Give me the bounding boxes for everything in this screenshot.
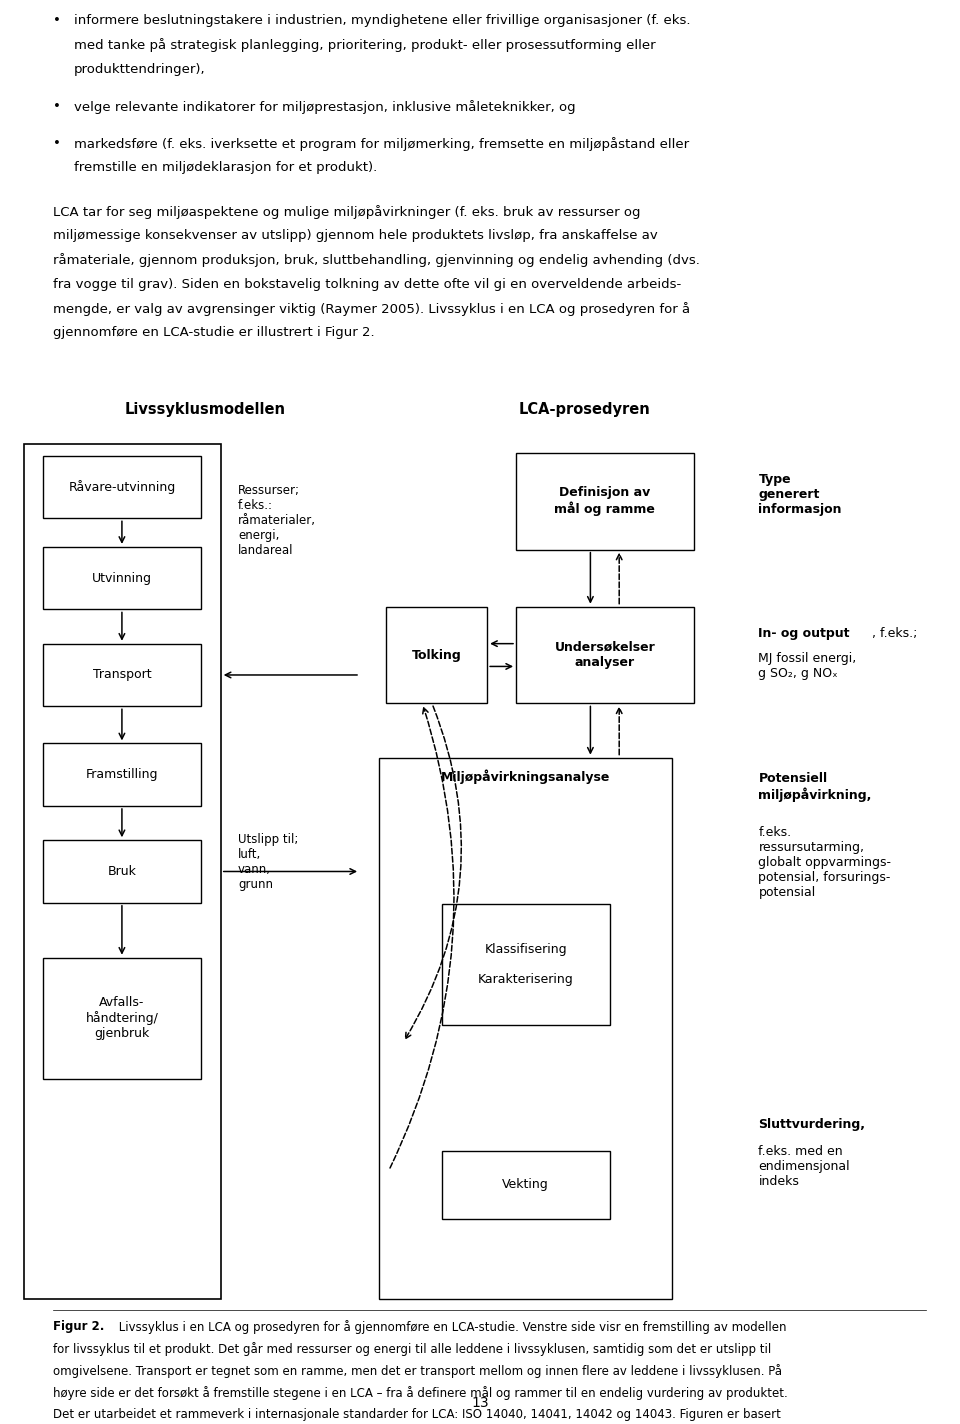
Text: Tolking: Tolking <box>412 648 462 662</box>
Text: Vekting: Vekting <box>502 1178 549 1192</box>
Text: Avfalls-
håndtering/
gjenbruk: Avfalls- håndtering/ gjenbruk <box>85 995 158 1041</box>
Text: •: • <box>53 14 60 27</box>
Text: markedsføre (f. eks. iverksette et program for miljømerking, fremsette en miljøp: markedsføre (f. eks. iverksette et progr… <box>74 137 689 151</box>
Text: Klassifisering

Karakterisering: Klassifisering Karakterisering <box>478 943 573 985</box>
Bar <box>386 607 488 703</box>
Text: •: • <box>53 100 60 112</box>
Text: f.eks.
ressursutarming,
globalt oppvarmings-
potensial, forsurings-
potensial: f.eks. ressursutarming, globalt oppvarmi… <box>758 826 892 899</box>
Text: , f.eks.;: , f.eks.; <box>872 627 917 639</box>
Text: Figur 2.: Figur 2. <box>53 1320 105 1333</box>
Bar <box>442 1151 610 1219</box>
Bar <box>42 644 202 706</box>
Text: for livssyklus til et produkt. Det går med ressurser og energi til alle leddene : for livssyklus til et produkt. Det går m… <box>53 1341 771 1356</box>
Bar <box>516 607 693 703</box>
Text: fra vogge til grav). Siden en bokstavelig tolkning av dette ofte vil gi en overv: fra vogge til grav). Siden en bokstaveli… <box>53 278 681 290</box>
Text: MJ fossil energi,
g SO₂, g NOₓ: MJ fossil energi, g SO₂, g NOₓ <box>758 652 856 681</box>
Bar <box>42 456 202 518</box>
Text: 13: 13 <box>471 1396 489 1410</box>
Text: gjennomføre en LCA-studie er illustrert i Figur 2.: gjennomføre en LCA-studie er illustrert … <box>53 326 374 339</box>
Text: Bruk: Bruk <box>108 864 136 879</box>
Text: omgivelsene. Transport er tegnet som en ramme, men det er transport mellom og in: omgivelsene. Transport er tegnet som en … <box>53 1364 781 1378</box>
Text: Undersøkelser
analyser: Undersøkelser analyser <box>555 641 655 669</box>
Text: Potensiell
miljøpåvirkning,: Potensiell miljøpåvirkning, <box>758 772 872 802</box>
Text: Miljøpåvirkningsanalyse: Miljøpåvirkningsanalyse <box>441 769 611 783</box>
Text: Livssyklus i en LCA og prosedyren for å gjennomføre en LCA-studie. Venstre side : Livssyklus i en LCA og prosedyren for å … <box>115 1320 786 1334</box>
Text: LCA tar for seg miljøaspektene og mulige miljøpåvirkninger (f. eks. bruk av ress: LCA tar for seg miljøaspektene og mulige… <box>53 205 640 219</box>
Text: f.eks. med en
endimensjonal
indeks: f.eks. med en endimensjonal indeks <box>758 1145 850 1188</box>
Text: velge relevante indikatorer for miljøprestasjon, inklusive måleteknikker, og: velge relevante indikatorer for miljøpre… <box>74 100 576 114</box>
Text: Definisjon av
mål og ramme: Definisjon av mål og ramme <box>554 487 656 515</box>
Text: In- og output: In- og output <box>758 627 850 639</box>
Text: produkttendringer),: produkttendringer), <box>74 63 205 75</box>
Bar <box>42 547 202 609</box>
Text: Utvinning: Utvinning <box>92 571 152 585</box>
Text: råmateriale, gjennom produksjon, bruk, sluttbehandling, gjenvinning og endelig a: råmateriale, gjennom produksjon, bruk, s… <box>53 253 700 268</box>
Text: med tanke på strategisk planlegging, prioritering, produkt- eller prosessutformi: med tanke på strategisk planlegging, pri… <box>74 38 656 53</box>
Text: høyre side er det forsøkt å fremstille stegene i en LCA – fra å definere mål og : høyre side er det forsøkt å fremstille s… <box>53 1387 787 1400</box>
Bar <box>42 743 202 806</box>
Text: miljømessige konsekvenser av utslipp) gjennom hele produktets livsløp, fra anska: miljømessige konsekvenser av utslipp) gj… <box>53 229 658 242</box>
Bar <box>379 758 672 1299</box>
Text: Råvare-utvinning: Råvare-utvinning <box>68 480 176 494</box>
Text: Framstilling: Framstilling <box>85 768 158 782</box>
Text: Livssyklusmodellen: Livssyklusmodellen <box>125 402 286 417</box>
Text: Transport: Transport <box>92 668 152 682</box>
Bar <box>42 840 202 903</box>
Text: LCA-prosedyren: LCA-prosedyren <box>518 402 650 417</box>
Text: mengde, er valg av avgrensinger viktig (Raymer 2005). Livssyklus i en LCA og pro: mengde, er valg av avgrensinger viktig (… <box>53 302 690 316</box>
Text: informere beslutningstakere i industrien, myndighetene eller frivillige organisa: informere beslutningstakere i industrien… <box>74 14 690 27</box>
Text: Utslipp til;
luft,
vann,
grunn: Utslipp til; luft, vann, grunn <box>238 833 299 891</box>
Text: Ressurser;
f.eks.:
råmaterialer,
energi,
landareal: Ressurser; f.eks.: råmaterialer, energi,… <box>238 484 316 557</box>
Bar <box>516 453 693 550</box>
Text: fremstille en miljødeklarasjon for et produkt).: fremstille en miljødeklarasjon for et pr… <box>74 161 377 174</box>
Text: Type
generert
informasjon: Type generert informasjon <box>758 473 842 515</box>
Text: Det er utarbeidet et rammeverk i internasjonale standarder for LCA: ISO 14040, 1: Det er utarbeidet et rammeverk i interna… <box>53 1408 780 1421</box>
Text: Sluttvurdering,: Sluttvurdering, <box>758 1118 865 1131</box>
Bar <box>442 904 610 1025</box>
Bar <box>24 444 221 1299</box>
Bar <box>42 958 202 1079</box>
Text: •: • <box>53 137 60 150</box>
